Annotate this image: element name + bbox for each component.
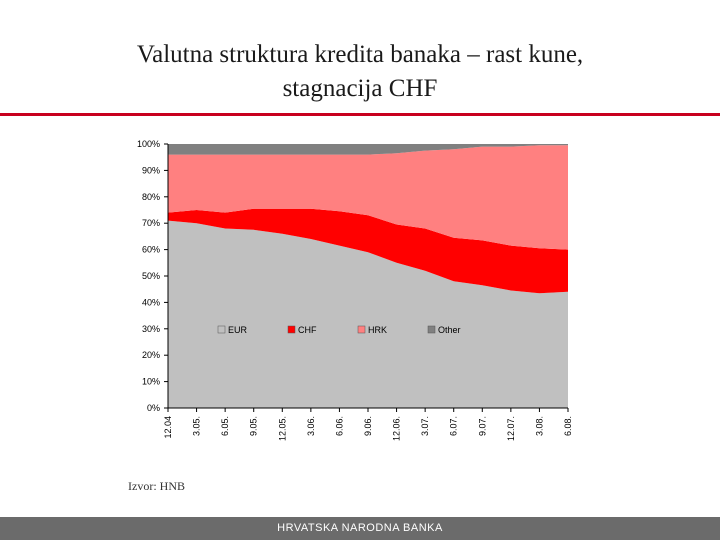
x-tick-label: 12.07.	[506, 416, 516, 441]
plot-area	[168, 144, 568, 408]
legend-label-other: Other	[438, 325, 461, 335]
y-tick-label: 20%	[142, 350, 160, 360]
x-tick-label: 3.07.	[420, 416, 430, 436]
legend-swatch-hrk	[357, 325, 366, 334]
y-tick-label: 100%	[137, 139, 160, 149]
x-tick-label: 9.07.	[477, 416, 487, 436]
area-series-hrk	[168, 145, 568, 250]
y-tick-label: 0%	[147, 403, 160, 413]
source-note: Izvor: HNB	[128, 479, 185, 493]
area-series-chf	[168, 208, 568, 294]
x-tick-label: 3.08.	[534, 416, 544, 436]
y-tick-label: 80%	[142, 192, 160, 202]
legend-label-chf: CHF	[298, 325, 317, 335]
x-tick-label: 6.07.	[449, 416, 459, 436]
y-tick-label: 40%	[142, 297, 160, 307]
y-tick-label: 70%	[142, 218, 160, 228]
stacked-area-chart: 0% 10% 20% 30% 40% 50% 60% 70% 80% 90% 100% 12.04 3.…	[137, 139, 573, 441]
y-tick-label: 90%	[142, 165, 160, 175]
legend-swatch-other	[427, 325, 436, 334]
slide-title-line-1: Valutna struktura kredita banaka – rast …	[136, 41, 584, 68]
x-tick-label: 12.05.	[277, 416, 287, 441]
y-tick-label: 10%	[142, 377, 160, 387]
slide-title: Valutna struktura kredita banaka – rast …	[40, 38, 680, 106]
slide-title-line-2: stagnacija CHF	[282, 75, 438, 102]
y-tick-label: 60%	[142, 245, 160, 255]
x-tick-label: 9.06.	[363, 416, 373, 436]
legend-swatch-eur	[217, 325, 226, 334]
area-series-eur	[168, 220, 568, 408]
x-tick-label: 12.06.	[392, 416, 402, 441]
footer-bar: HRVATSKA NARODNA BANKA	[0, 517, 720, 540]
legend-label-eur: EUR	[228, 325, 248, 335]
legend-swatch-chf	[287, 325, 296, 334]
legend: EUR CHF HRK Other	[217, 325, 461, 335]
footer-bank-name: HRVATSKA NARODNA BANKA	[277, 522, 443, 534]
y-tick-label: 50%	[142, 271, 160, 281]
x-tick-label: 6.05.	[220, 416, 230, 436]
x-tick-label: 9.05.	[249, 416, 259, 436]
x-tick-label: 6.08.	[563, 416, 573, 436]
axes: 0% 10% 20% 30% 40% 50% 60% 70% 80% 90% 100% 12.04 3.…	[137, 139, 573, 441]
x-tick-label: 3.05.	[192, 416, 202, 436]
x-tick-label: 6.06.	[334, 416, 344, 436]
x-tick-label: 12.04	[163, 416, 173, 439]
y-tick-label: 30%	[142, 324, 160, 334]
legend-label-hrk: HRK	[368, 325, 387, 335]
area-series-other	[168, 144, 568, 155]
x-tick-label: 3.06.	[306, 416, 316, 436]
title-divider	[0, 113, 720, 116]
